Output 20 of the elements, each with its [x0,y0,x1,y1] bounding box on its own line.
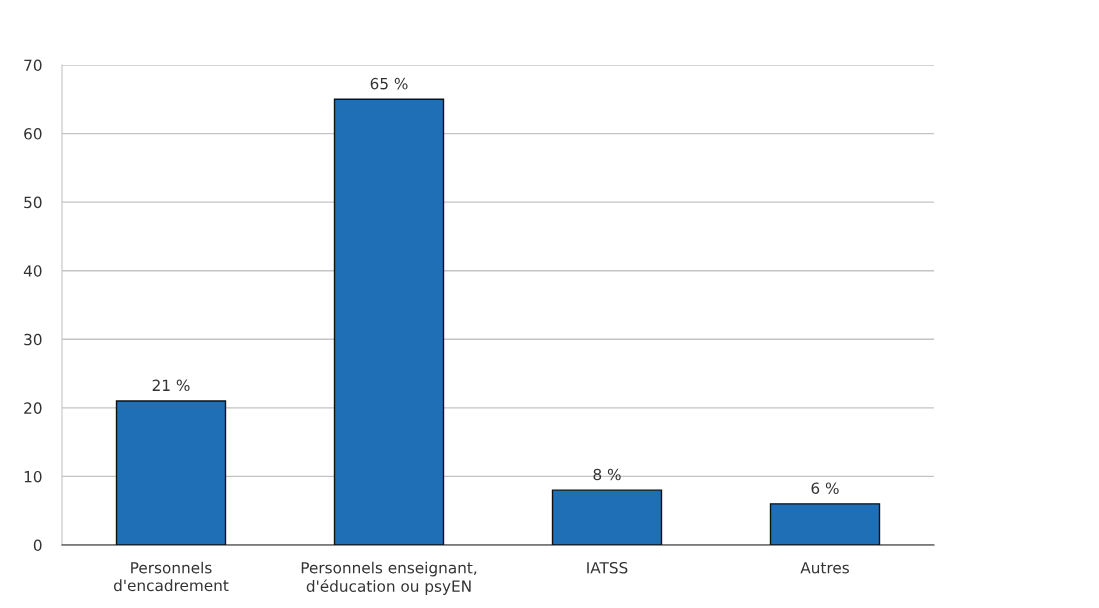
bar [333,98,445,545]
y-tick-label: 40 [23,265,42,277]
x-tick-label: IATSS [587,561,628,574]
x-tick-label: Personnels d'encadrement [113,561,229,592]
x-tick-label: Autres [800,562,849,574]
y-tick-label: 20 [24,402,42,414]
y-tick-label: 70 [24,59,42,72]
data-label: 65 % [370,77,408,90]
y-tick-label: 60 [24,128,42,140]
x-tick-label: Personnels enseignant, d'éducation ou psyEN [301,561,477,595]
data-label: 8 % [593,468,621,481]
y-tick-label: 10 [24,470,42,483]
y-tick-label: 30 [24,333,42,346]
bar [551,489,663,545]
data-label: 6 % [811,482,839,494]
bar [115,400,227,545]
data-label: 21 % [152,379,190,392]
y-tick-label: 50 [24,196,42,209]
y-tick-label: 0 [33,539,42,552]
bar [769,503,881,545]
